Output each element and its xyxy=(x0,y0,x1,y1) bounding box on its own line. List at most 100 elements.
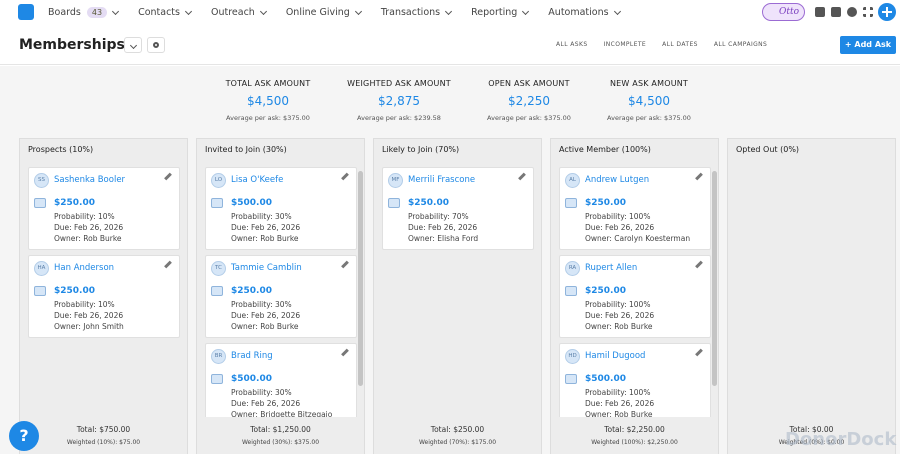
ask-card[interactable]: LO Lisa O'Keefe $500.00 Probability: 30% Due… xyxy=(205,167,357,250)
stat-value: $4,500 xyxy=(628,94,670,108)
assistant-button[interactable]: Otto xyxy=(762,3,805,21)
donor-name[interactable]: Rupert Allen xyxy=(585,263,638,273)
due: Due: Feb 26, 2026 xyxy=(231,223,301,232)
donor-name[interactable]: Han Anderson xyxy=(54,263,115,273)
donor-name[interactable]: Merrili Frascone xyxy=(408,175,476,185)
stat-value: $2,875 xyxy=(378,94,420,108)
nav-item[interactable]: Online Giving xyxy=(286,7,362,18)
scrollbar xyxy=(712,171,717,421)
stat-sub: Average per ask: $375.00 xyxy=(487,114,571,122)
column-cards xyxy=(736,167,889,417)
filter[interactable]: ALL CAMPAIGNS xyxy=(713,41,768,48)
probability: Probability: 10% xyxy=(54,300,115,309)
donor-name[interactable]: Andrew Lutgen xyxy=(585,175,650,185)
nav-item[interactable]: Reporting xyxy=(471,7,530,18)
nav-item[interactable]: Transactions xyxy=(381,7,453,18)
board-column: Active Member (100%) AL Andrew Lutgen $250.… xyxy=(550,138,719,454)
edit-icon[interactable] xyxy=(341,348,349,357)
owner: Owner: Rob Burke xyxy=(585,322,653,331)
filter[interactable]: INCOMPLETE xyxy=(603,41,647,48)
nav-item[interactable]: Boards 43 xyxy=(48,7,120,18)
summary-stat: NEW ASK AMOUNT $4,500 Average per ask: $37… xyxy=(584,79,714,122)
scrollbar xyxy=(358,171,363,421)
page-title: Memberships xyxy=(19,37,125,53)
nav-label: Contacts xyxy=(138,7,180,18)
donor-name[interactable]: Sashenka Booler xyxy=(54,175,126,185)
ask-card[interactable]: SS Sashenka Booler $250.00 Probability: 10%… xyxy=(28,167,180,250)
settings-button[interactable] xyxy=(147,37,165,53)
stat-label: OPEN ASK AMOUNT xyxy=(488,79,570,88)
summary-stat: WEIGHTED ASK AMOUNT $2,875 Average per ask… xyxy=(334,79,464,122)
ask-card[interactable]: AL Andrew Lutgen $250.00 Probability: 100% D… xyxy=(559,167,711,250)
help-bubble[interactable]: ? xyxy=(9,421,39,451)
edit-icon[interactable] xyxy=(341,260,349,269)
ask-amount: $250.00 xyxy=(585,198,626,208)
probability: Probability: 30% xyxy=(231,300,292,309)
chat-icon[interactable] xyxy=(831,7,841,17)
ask-card[interactable]: HD Hamil Dugood $500.00 Probability: 100% Du… xyxy=(559,343,711,417)
plus-button[interactable] xyxy=(878,3,896,21)
avatar: SS xyxy=(34,173,49,188)
owner: Owner: Rob Burke xyxy=(54,234,122,243)
plus-glyph xyxy=(882,7,892,17)
column-cards: MF Merrili Frascone $250.00 Probability: 70… xyxy=(382,167,535,417)
ask-card[interactable]: BR Brad Ring $500.00 Probability: 30% Due: F… xyxy=(205,343,357,417)
chevron xyxy=(522,7,530,15)
avatar: HD xyxy=(565,349,580,364)
logo[interactable] xyxy=(18,4,34,20)
donor-name[interactable]: Hamil Dugood xyxy=(585,351,646,361)
board-column: Prospects (10%) SS Sashenka Booler $250.00 P… xyxy=(19,138,188,454)
donor-name[interactable]: Tammie Camblin xyxy=(231,263,302,273)
avatar: BR xyxy=(211,349,226,364)
donor-name[interactable]: Brad Ring xyxy=(231,351,273,361)
ask-card[interactable]: HA Han Anderson $250.00 Probability: 10% Due… xyxy=(28,255,180,338)
due: Due: Feb 26, 2026 xyxy=(54,223,124,232)
column-title: Likely to Join (70%) xyxy=(382,145,460,154)
add-ask-button[interactable]: + Add Ask xyxy=(840,36,896,54)
nav-item[interactable]: Contacts xyxy=(138,7,193,18)
chevron xyxy=(613,7,621,15)
probability: Probability: 100% xyxy=(585,388,651,397)
nav-item[interactable]: Outreach xyxy=(211,7,267,18)
due: Due: Feb 26, 2026 xyxy=(408,223,478,232)
ask-amount: $500.00 xyxy=(231,198,272,208)
column-weighted: Weighted (10%): $75.00 xyxy=(66,439,141,446)
ask-amount: $500.00 xyxy=(585,374,626,384)
probability: Probability: 100% xyxy=(585,300,651,309)
nav-label: Boards xyxy=(48,7,81,18)
probability: Probability: 100% xyxy=(585,212,651,221)
edit-icon[interactable] xyxy=(518,172,526,181)
column-title: Opted Out (0%) xyxy=(736,145,800,154)
nav-bar: Boards 43 Contacts Outreach Online Giving Tra… xyxy=(0,0,900,25)
donor-name[interactable]: Lisa O'Keefe xyxy=(231,175,284,185)
ask-card[interactable]: TC Tammie Camblin $250.00 Probability: 30% D… xyxy=(205,255,357,338)
title-dropdown[interactable] xyxy=(124,37,142,53)
avatar: TC xyxy=(211,261,226,276)
edit-icon[interactable] xyxy=(695,172,703,181)
filter[interactable]: ALL DATES xyxy=(662,41,698,48)
ask-icon xyxy=(34,198,46,208)
edit-icon[interactable] xyxy=(164,260,172,269)
due: Due: Feb 26, 2026 xyxy=(231,399,301,408)
edit-icon[interactable] xyxy=(695,348,703,357)
bell-icon[interactable] xyxy=(815,7,825,17)
due: Due: Feb 26, 2026 xyxy=(585,223,655,232)
edit-icon[interactable] xyxy=(695,260,703,269)
column-weighted: Weighted (30%): $375.00 xyxy=(241,439,320,446)
ask-amount: $500.00 xyxy=(231,374,272,384)
stat-label: NEW ASK AMOUNT xyxy=(609,79,689,88)
edit-icon[interactable] xyxy=(164,172,172,181)
help-icon[interactable] xyxy=(847,7,857,17)
nav-item[interactable]: Automations xyxy=(548,7,621,18)
nav-label: Automations xyxy=(548,7,609,18)
ask-card[interactable]: RA Rupert Allen $250.00 Probability: 100% Du… xyxy=(559,255,711,338)
column-cards: LO Lisa O'Keefe $500.00 Probability: 30% Due… xyxy=(205,167,358,417)
ask-card[interactable]: MF Merrili Frascone $250.00 Probability: 70… xyxy=(382,167,534,250)
edit-icon[interactable] xyxy=(341,172,349,181)
filter[interactable]: ALL ASKS xyxy=(556,41,588,48)
apps-icon[interactable] xyxy=(863,7,873,17)
stat-sub: Average per ask: $239.58 xyxy=(357,114,441,122)
ask-icon xyxy=(34,286,46,296)
owner: Owner: Rob Burke xyxy=(231,234,299,243)
